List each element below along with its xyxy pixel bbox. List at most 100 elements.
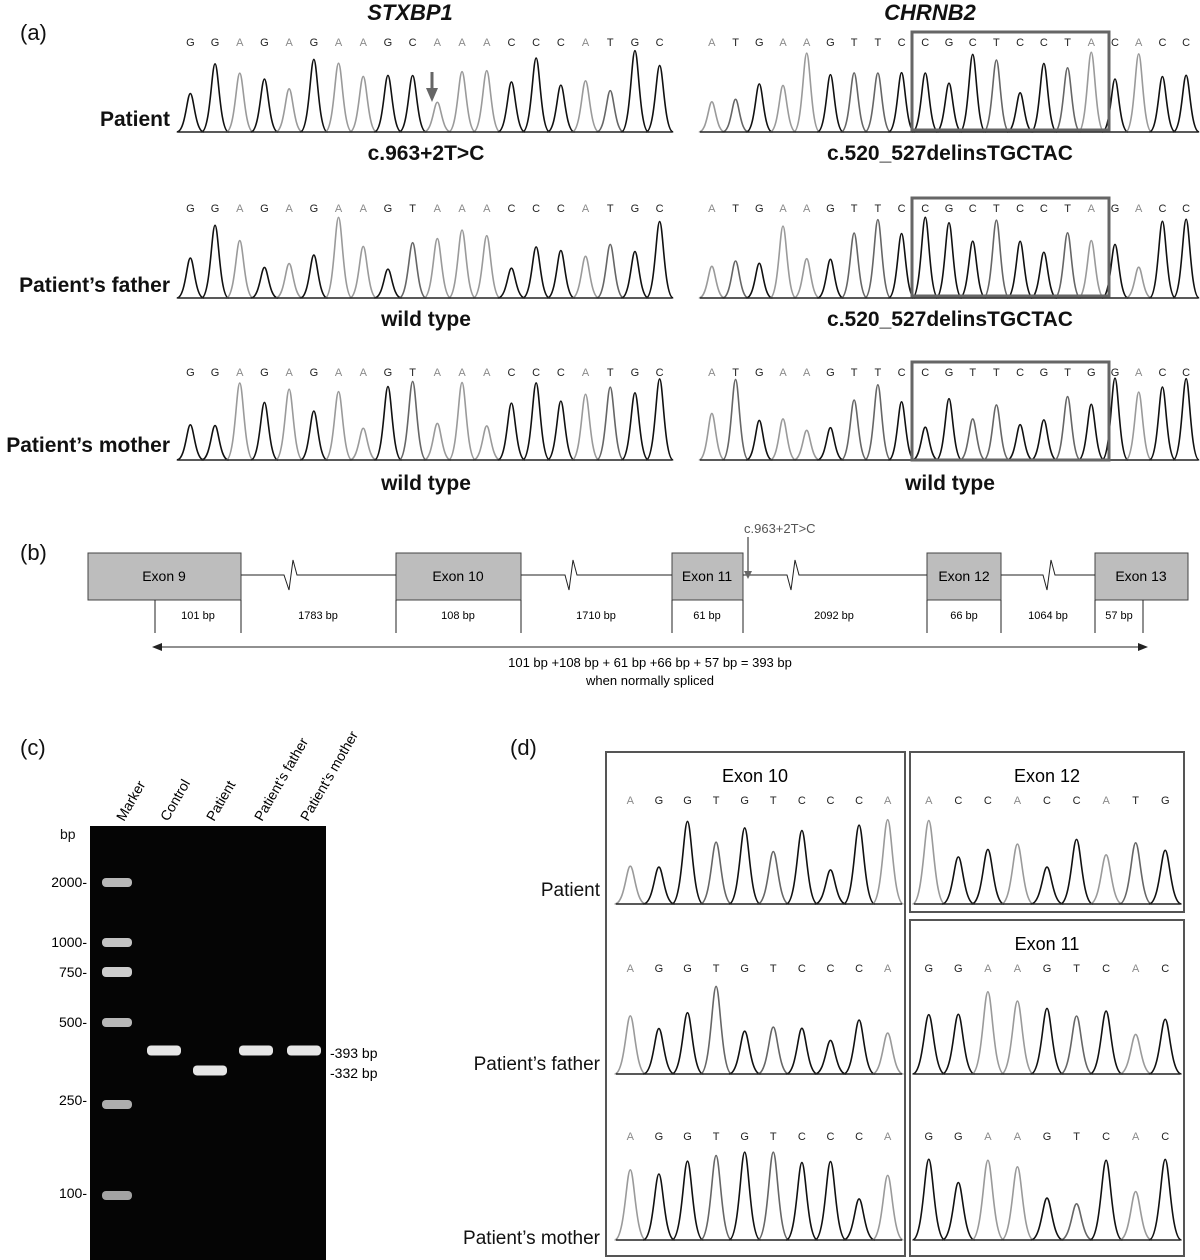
chrnb2-highlight-box [910, 196, 1111, 298]
base-call: T [607, 203, 614, 215]
segment-size-label: 1783 bp [298, 610, 338, 622]
chromatogram-peak [971, 848, 1005, 905]
chromatogram-peak [447, 381, 477, 461]
chromatogram-peak [941, 1013, 975, 1075]
chromatogram-peak [521, 57, 551, 133]
chromatogram-peak [614, 1169, 647, 1241]
chromatogram-peak [1030, 1007, 1064, 1075]
base-call: G [755, 203, 764, 215]
chromatogram-peak [958, 53, 987, 133]
base-call: A [360, 37, 368, 49]
base-call: T [993, 37, 1000, 49]
chromatogram-peak [620, 250, 649, 299]
chromatogram-peak [843, 1198, 876, 1241]
chromatogram-peak [785, 829, 819, 905]
chromatogram-peak [1125, 266, 1153, 299]
base-call: G [260, 367, 269, 379]
chrnb2-result-father: c.520_527delinsTGCTAC [827, 308, 1073, 331]
marker-size-label: 1000- [51, 934, 87, 950]
base-call: C [855, 795, 863, 807]
base-call: G [945, 367, 954, 379]
chromatogram-peak [497, 267, 526, 299]
splice-equation: 101 bp +108 bp + 61 bp +66 bp + 57 bp = … [508, 655, 792, 670]
chromatogram-peak [324, 216, 353, 299]
base-call: G [260, 37, 269, 49]
chromatogram-peak [785, 1161, 819, 1241]
chromatogram-peak [1006, 91, 1034, 133]
base-call: A [779, 203, 787, 215]
chromatogram-peak [769, 84, 797, 133]
gel-band [287, 1045, 321, 1056]
chromatogram-peak [1089, 1159, 1124, 1241]
chromatogram-peak [935, 82, 963, 133]
band-label-332: -332 bp [330, 1065, 378, 1081]
chromatogram-peak [864, 72, 892, 133]
chrnb2-result-mother: wild type [905, 472, 995, 495]
chromatogram-peak [745, 262, 773, 299]
chromatogram-peak [1124, 391, 1153, 461]
chromatogram-peak [521, 382, 551, 461]
chromatogram-peak [596, 243, 625, 299]
base-call: G [211, 367, 220, 379]
base-call: C [827, 1131, 835, 1143]
base-call: C [557, 37, 565, 49]
base-call: C [1182, 203, 1190, 215]
base-call: T [851, 367, 858, 379]
chromatogram-peak [941, 1181, 975, 1241]
panel-d-row-father: Patient’s father [473, 1054, 600, 1075]
base-call: C [1111, 37, 1119, 49]
chromatogram-peak [546, 400, 576, 461]
base-call: C [969, 37, 977, 49]
exon-10-box [395, 552, 522, 601]
exon-9-box [87, 552, 242, 601]
exon-12-title: Exon 12 [1014, 766, 1080, 786]
base-call: A [708, 37, 716, 49]
base-call: G [683, 963, 692, 975]
chromatogram-peak [1148, 1158, 1183, 1241]
chromatogram-peak [871, 1174, 904, 1241]
chromatogram-peak [324, 62, 353, 133]
chromatogram-peak [842, 1019, 876, 1075]
panel-a-chromatograms: G G A G A G A A G C A A A C C C A T G C A T G A A G T T C C G C T C C T A C A C… [176, 30, 1200, 462]
chromatogram-peak [1059, 1015, 1094, 1075]
chromatogram-peak [596, 89, 625, 133]
chromatogram-peak [814, 1039, 847, 1075]
chromatogram-peak [472, 425, 501, 461]
exon-13-box [1094, 552, 1189, 601]
exon-11-box [671, 552, 744, 601]
chromatogram-peak [645, 220, 675, 299]
chromatogram-peak [793, 429, 821, 461]
chromatogram-peak [698, 412, 726, 461]
chromatogram-peak [546, 84, 575, 133]
base-call: G [954, 1131, 963, 1143]
base-call: G [1111, 367, 1120, 379]
chromatogram-peak [817, 258, 844, 299]
chromatogram-peak [447, 70, 477, 133]
exon-10-label: Exon 10 [432, 568, 484, 584]
base-call: G [384, 367, 393, 379]
chromatogram-peak [398, 241, 427, 299]
row-label-father: Patient’s father [19, 274, 170, 297]
exon-11-title: Exon 11 [1015, 934, 1080, 954]
base-call: T [1073, 1131, 1080, 1143]
base-call: A [1088, 203, 1096, 215]
chromatogram-peak [959, 418, 987, 461]
chromatogram-peak [225, 239, 254, 299]
marker-size-labels: 2000- 1000- 750- 500- 250- 100- [51, 874, 87, 1201]
chromatogram-peak [571, 79, 600, 133]
base-call: T [851, 37, 858, 49]
gel-unit-label: bp [60, 826, 76, 842]
panel-b-label: (b) [20, 540, 47, 565]
exon-13-label: Exon 13 [1115, 568, 1167, 584]
segment-size-label: 57 bp [1105, 610, 1133, 622]
panel-d-chromatograms: Exon 10 Exon 12 Exon 11 A G G T G T C C C A A C C A C C… [605, 751, 1185, 1257]
base-call: C [798, 795, 806, 807]
base-call: G [1043, 1131, 1052, 1143]
gene-stxbp1-title: STXBP1 [367, 0, 453, 25]
